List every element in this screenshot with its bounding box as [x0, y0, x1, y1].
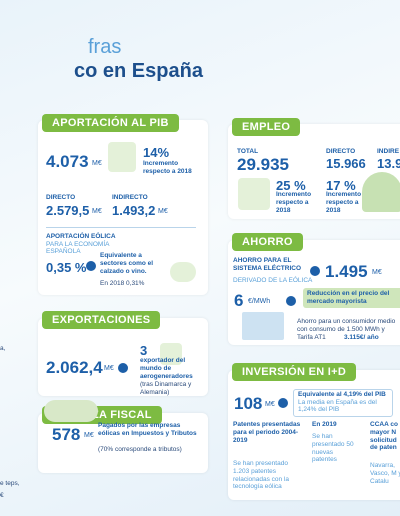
left-fragment: €	[0, 492, 4, 499]
savings-box: Reducción en el precio del mercado mayor…	[303, 288, 400, 308]
savings-label: AHORRO PARA EL SISTEMA ELÉCTRICO	[233, 257, 302, 272]
patents-title: Patentes presentadas para el periodo 200…	[233, 421, 301, 444]
scale-icon	[44, 400, 98, 422]
unit: M€	[158, 208, 168, 215]
people-icon	[362, 172, 400, 212]
increase-text: Incremento respecto a 2018	[326, 191, 362, 214]
share-sub: PARA LA ECONOMÍA ESPAÑOLA	[46, 241, 110, 255]
exports-value: 2.062,4	[46, 358, 103, 377]
total-label: TOTAL	[237, 148, 259, 155]
savings-sub: DERIVADO DE LA EÓLICA	[233, 277, 313, 284]
exports-rank-note: (tras Dinamarca y Alemania)	[140, 381, 192, 396]
savings-header: AHORRO	[232, 233, 303, 251]
title-line2: co en España	[74, 60, 203, 82]
indirect-label: INDIRE	[377, 148, 400, 155]
pib-direct: 2.579,5	[46, 203, 90, 218]
pib-increase-text: Incremento respecto a 2018	[143, 160, 192, 175]
direct-label: DIRECTO	[326, 148, 356, 155]
rd-header: INVERSIÓN EN I+D	[232, 363, 357, 381]
arrow-dot	[310, 266, 320, 276]
exports-rank-text: exportador del mundo de aerogeneradores	[140, 357, 193, 380]
y2019-title: En 2019	[312, 421, 337, 428]
pib-increase: 14%	[143, 145, 170, 160]
unit: M€	[104, 365, 114, 372]
fiscal-note: (70% corresponde a tributos)	[98, 446, 182, 453]
pib-indirect: 1.493,2	[112, 203, 156, 218]
rd-box	[293, 389, 393, 417]
rd-card	[228, 370, 400, 500]
unit: M€	[372, 269, 382, 276]
arrow-dot	[278, 398, 288, 408]
house-icon	[242, 312, 284, 340]
arrow-dot	[86, 261, 96, 271]
unit: M€	[84, 432, 94, 439]
consumer-value: 3.115€/ año	[344, 334, 379, 341]
employment-header: EMPLEO	[232, 118, 301, 136]
unit: M€	[92, 160, 102, 167]
employment-indirect: 13.97	[377, 156, 400, 171]
fiscal-value: 578	[52, 425, 81, 444]
pib-header: APORTACIÓN AL PIB	[42, 114, 179, 132]
pib-share: 0,35 %	[46, 260, 87, 275]
unit: M€	[265, 401, 275, 408]
arrow-icon	[108, 142, 136, 172]
fiscal-text: Pagados por las empresas eólicas en Impu…	[98, 422, 197, 437]
left-fragment: e teps,	[0, 480, 20, 487]
price-unit: €/MWh	[248, 298, 271, 305]
unit: M€	[92, 208, 102, 215]
arrow-dot	[286, 296, 296, 306]
rd-box-title: Equivalente al 4,19% del PIB	[298, 391, 386, 398]
increase-text: Incremento respecto a 2018	[276, 191, 312, 214]
direct-increase: 17 %	[326, 178, 356, 193]
exports-header: EXPORTACIONES	[42, 311, 161, 329]
patents-text: Se han presentado 1.203 patentes relacio…	[233, 460, 290, 491]
rd-value: 108	[234, 394, 263, 413]
title-line1: fras	[88, 36, 122, 58]
share-text: Equivalente a sectores como el calzado o…	[100, 252, 154, 275]
consumer-text: Ahorro para un consumidor medio con cons…	[297, 318, 396, 341]
rd-box-text: La media en España es del 1,24% del PIB	[298, 399, 377, 413]
employment-direct: 15.966	[326, 156, 366, 171]
left-fragment: a,	[0, 345, 6, 352]
share-label: APORTACIÓN EÓLICA	[46, 233, 116, 240]
y2019-text: Se han presentado 50 nuevas patentes	[312, 433, 354, 464]
export-icon	[160, 343, 182, 365]
ccaa-text: Navarra, Vasco, M y Catalu	[370, 462, 400, 485]
arrow-dot	[118, 363, 128, 373]
employment-total: 29.935	[237, 155, 289, 174]
total-increase: 25 %	[276, 178, 306, 193]
pib-total: 4.073	[46, 152, 89, 171]
share-prev: En 2018 0,31%	[100, 280, 145, 287]
direct-label: DIRECTO	[46, 194, 76, 201]
ccaa-title: CCAA co mayor N solicitud de paten	[370, 421, 398, 452]
savings-price: 6	[234, 291, 244, 310]
indirect-label: INDIRECTO	[112, 194, 148, 201]
exports-rank: 3	[140, 343, 148, 358]
arrow-icon	[238, 178, 270, 210]
separator	[46, 227, 196, 228]
coins-icon	[170, 262, 196, 282]
savings-value: 1.495	[325, 262, 368, 281]
